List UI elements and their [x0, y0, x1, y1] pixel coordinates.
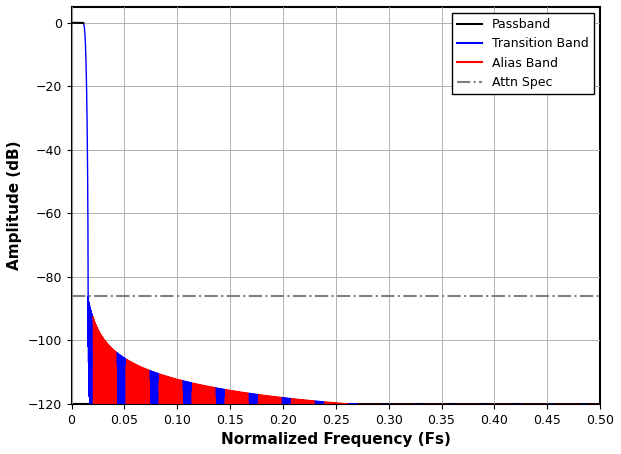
- X-axis label: Normalized Frequency (Fs): Normalized Frequency (Fs): [221, 432, 451, 447]
- Legend: Passband, Transition Band, Alias Band, Attn Spec: Passband, Transition Band, Alias Band, A…: [452, 13, 594, 94]
- Y-axis label: Amplitude (dB): Amplitude (dB): [7, 141, 22, 270]
